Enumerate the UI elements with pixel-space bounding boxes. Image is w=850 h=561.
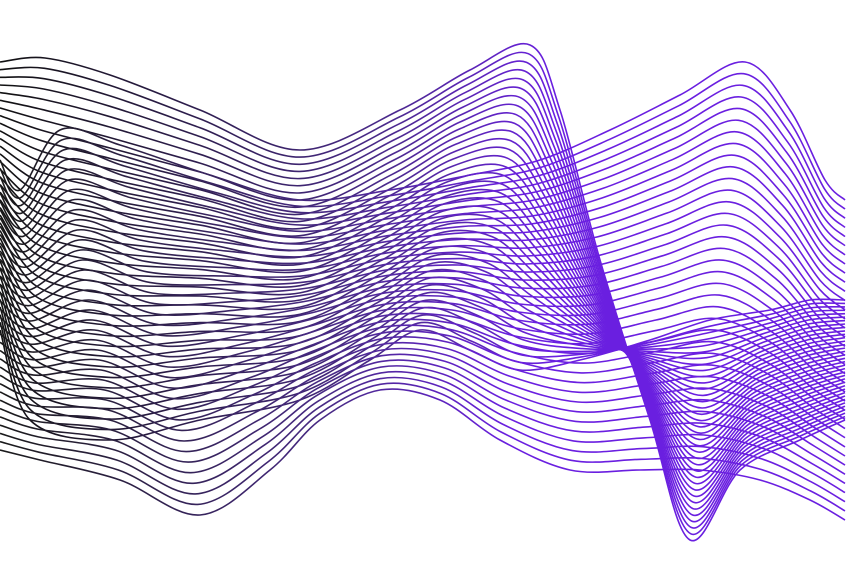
wave-line (0, 388, 846, 521)
wave-line (0, 305, 846, 393)
wave-line (0, 177, 846, 293)
wave-line (0, 221, 846, 409)
wave-line (0, 137, 846, 472)
wave-line (0, 260, 846, 378)
wave-line (0, 68, 846, 523)
wave-line (0, 212, 846, 320)
wave-line (0, 189, 846, 302)
wave-line (0, 347, 846, 457)
wave-line (0, 197, 846, 428)
wave-line (0, 188, 846, 434)
wave-line (0, 103, 846, 497)
wave-line (0, 336, 846, 439)
wave-line (0, 154, 846, 460)
wave-line (0, 324, 846, 421)
wave-line (0, 359, 846, 475)
wave-line (0, 107, 846, 238)
wave-line (0, 129, 846, 478)
wave-line (0, 163, 846, 453)
wave-line (0, 312, 846, 402)
wave-line (0, 96, 846, 229)
wave-line (0, 119, 846, 247)
wave-line (0, 283, 846, 379)
wave-line (0, 166, 846, 283)
wave-line (0, 282, 846, 375)
wave-line (0, 224, 846, 329)
wave-bundle-a (0, 42, 846, 542)
wave-line (0, 86, 846, 510)
wave-line (0, 42, 846, 542)
wave-line (0, 294, 846, 384)
wave-line (0, 84, 846, 219)
wave-line (0, 51, 846, 536)
wave-line (0, 213, 846, 416)
wave-line (0, 201, 846, 311)
wave-line (0, 253, 846, 384)
wave-line (0, 259, 846, 357)
wave-line (0, 270, 846, 366)
wave-line (0, 247, 846, 347)
wave-line (0, 131, 846, 256)
wave-line (0, 318, 846, 411)
wave-line (0, 365, 846, 485)
wave-line (0, 77, 846, 516)
wave-line (0, 376, 846, 503)
wave-bundle-b (0, 61, 846, 521)
wave-line (0, 112, 846, 491)
wave-line (0, 94, 846, 504)
wave-line (0, 305, 846, 420)
wave-line (0, 341, 846, 448)
wave-line (0, 205, 846, 422)
wave-line (0, 235, 846, 338)
wave-line (0, 142, 846, 265)
wave-line (0, 370, 846, 494)
wave-line (0, 276, 846, 369)
wave-line (0, 146, 846, 466)
wave-line (0, 306, 846, 410)
wave-line (0, 353, 846, 466)
wave-line (0, 60, 846, 529)
wave-line (0, 237, 846, 397)
wave-line (0, 291, 846, 389)
wave-line (0, 382, 846, 512)
wave-line (0, 245, 846, 390)
wave-line (0, 154, 846, 274)
wave-line (0, 72, 846, 210)
wave-line (0, 330, 846, 430)
wave-line (0, 61, 846, 202)
